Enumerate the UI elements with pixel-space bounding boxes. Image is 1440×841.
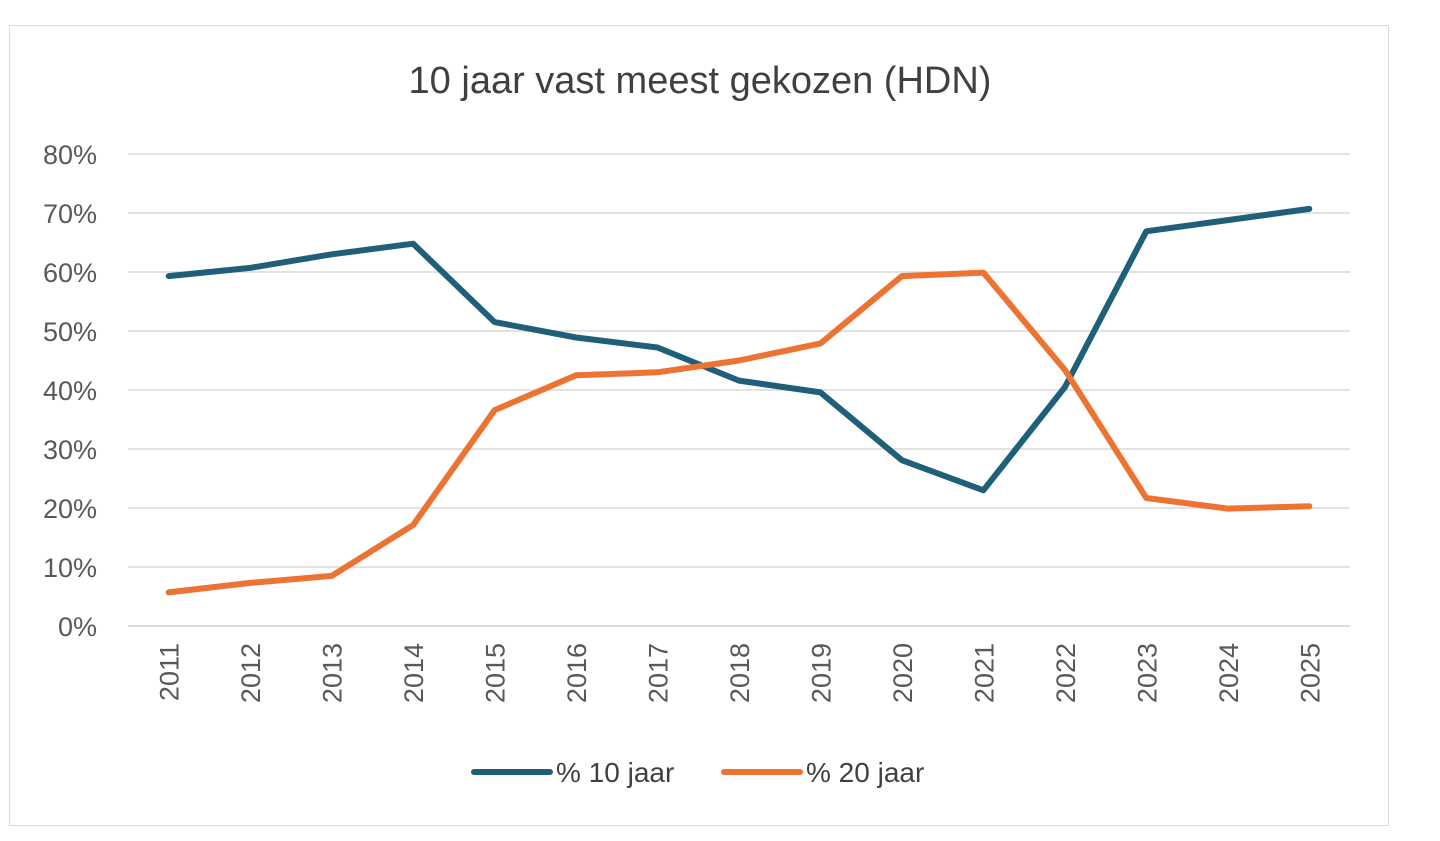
legend-label: % 10 jaar bbox=[556, 757, 674, 788]
series-10-jaar-line bbox=[165, 205, 1313, 494]
x-tick-label: 2012 bbox=[236, 643, 266, 703]
legend-label: % 20 jaar bbox=[806, 757, 924, 788]
x-tick-label: 2016 bbox=[562, 643, 592, 703]
series-lines bbox=[165, 205, 1313, 596]
x-axis-ticks: 2011 2012 2013 2014 2015 2016 2017 2018 2019 2020… bbox=[155, 643, 1326, 703]
y-tick-label: 70% bbox=[43, 199, 97, 229]
y-tick-label: 50% bbox=[43, 317, 97, 347]
y-axis-ticks: 0% 10% 20% 30% 40% 50% 60% 70% 80% bbox=[43, 140, 97, 642]
x-tick-label: 2011 bbox=[155, 643, 185, 701]
y-tick-label: 0% bbox=[58, 612, 97, 642]
x-tick-label: 2022 bbox=[1051, 643, 1081, 703]
x-tick-label: 2017 bbox=[644, 643, 674, 703]
series-20-jaar-line bbox=[165, 269, 1313, 596]
x-tick-label: 2013 bbox=[318, 643, 348, 703]
gridlines bbox=[128, 153, 1350, 627]
x-tick-label: 2018 bbox=[725, 643, 755, 703]
y-tick-label: 10% bbox=[43, 553, 97, 583]
x-tick-label: 2019 bbox=[806, 643, 836, 703]
x-tick-label: 2024 bbox=[1214, 643, 1244, 703]
x-tick-label: 2014 bbox=[399, 643, 429, 703]
x-tick-label: 2015 bbox=[481, 643, 511, 703]
x-tick-label: 2021 bbox=[969, 643, 999, 703]
y-tick-label: 80% bbox=[43, 140, 97, 170]
chart-title: 10 jaar vast meest gekozen (HDN) bbox=[409, 60, 992, 102]
chart-frame bbox=[9, 25, 1389, 826]
y-tick-label: 20% bbox=[43, 494, 97, 524]
x-tick-label: 2020 bbox=[888, 643, 918, 703]
legend: % 10 jaar % 20 jaar bbox=[471, 757, 924, 788]
x-tick-label: 2025 bbox=[1295, 643, 1325, 703]
x-tick-label: 2023 bbox=[1132, 643, 1162, 703]
y-tick-label: 40% bbox=[43, 376, 97, 406]
y-tick-label: 30% bbox=[43, 435, 97, 465]
y-tick-label: 60% bbox=[43, 258, 97, 288]
